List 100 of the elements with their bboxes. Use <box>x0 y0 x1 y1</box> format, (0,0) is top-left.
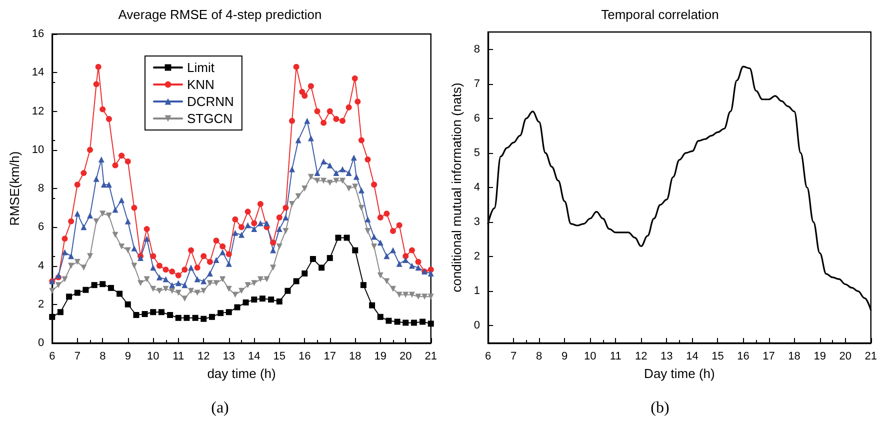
point <box>344 234 350 241</box>
x-tick-label: 19 <box>374 350 387 362</box>
point <box>82 286 89 293</box>
x-tick-label: 20 <box>400 350 412 362</box>
legend-label: DCRNN <box>187 94 234 109</box>
point <box>142 311 148 318</box>
point <box>284 288 291 294</box>
y-tick-label: 4 <box>38 260 44 272</box>
y-tick-label: 2 <box>474 250 480 263</box>
x-tick-label: 21 <box>864 350 878 362</box>
x-tick-label: 15 <box>273 350 286 362</box>
point <box>420 318 426 325</box>
x-tick-label: 10 <box>584 350 596 362</box>
point <box>91 282 98 288</box>
y-tick-label: 6 <box>38 221 44 234</box>
point <box>377 314 384 320</box>
point <box>234 304 240 310</box>
point <box>251 296 258 303</box>
legend-label: KNN <box>187 77 214 92</box>
x-tick-label: 15 <box>712 350 724 362</box>
point <box>352 247 358 254</box>
point <box>318 264 325 271</box>
point <box>259 296 266 302</box>
x-axis-title: Day time (h) <box>644 366 715 381</box>
point <box>335 234 342 241</box>
point <box>49 314 56 320</box>
y-tick-label: 4 <box>474 182 480 194</box>
point <box>326 255 333 262</box>
x-tick-label: 11 <box>610 350 622 362</box>
y-tick-label: 3 <box>474 216 480 228</box>
y-tick-label: 0 <box>474 320 480 332</box>
point <box>124 301 131 308</box>
point <box>66 294 72 300</box>
y-tick-label: 5 <box>474 146 480 159</box>
y-tick-label: 0 <box>38 337 44 349</box>
chart-title: Temporal correlation <box>601 7 719 22</box>
y-tick-label: 12 <box>32 105 44 118</box>
point <box>192 314 198 321</box>
point <box>150 309 156 316</box>
x-tick-label: 13 <box>660 350 673 362</box>
point <box>218 310 224 316</box>
y-tick-label: 8 <box>38 182 44 194</box>
legend-label: STGCN <box>187 111 232 126</box>
y-tick-label: 14 <box>32 66 44 79</box>
x-tick-label: 6 <box>484 350 492 362</box>
point <box>302 270 308 276</box>
point <box>133 312 140 318</box>
point <box>167 312 174 318</box>
point <box>116 290 123 297</box>
point <box>428 320 434 327</box>
point <box>100 281 106 288</box>
point <box>410 320 417 326</box>
x-tick-label: 16 <box>298 350 311 362</box>
point <box>242 299 249 306</box>
point <box>184 314 190 321</box>
x-tick-label: 18 <box>788 350 800 362</box>
legend-label: Limit <box>187 60 215 75</box>
point <box>402 320 409 326</box>
text: (b) <box>650 400 670 416</box>
x-tick-label: 10 <box>147 350 160 362</box>
y-tick-label: 7 <box>474 78 480 90</box>
x-axis-title: day time (h) <box>207 366 276 381</box>
x-tick-label: 6 <box>49 350 56 362</box>
point <box>208 314 215 320</box>
y-tick-label: 16 <box>32 28 44 40</box>
x-tick-label: 18 <box>349 350 362 362</box>
x-tick-label: 13 <box>222 350 236 362</box>
point <box>200 316 207 322</box>
x-tick-label: 20 <box>839 350 852 362</box>
x-tick-label: 17 <box>762 350 775 362</box>
point <box>108 284 114 291</box>
x-tick-label: 17 <box>324 350 336 362</box>
chart-title: Average RMSE of 4-step prediction <box>118 7 322 22</box>
x-tick-label: 9 <box>562 350 568 362</box>
point <box>268 296 274 303</box>
text: (a) <box>211 400 229 416</box>
y-axis-title: conditional mutual information (nats) <box>448 82 464 292</box>
point <box>57 309 64 316</box>
y-tick-label: 10 <box>32 144 44 156</box>
x-tick-label: 11 <box>172 350 184 362</box>
x-tick-label: 19 <box>814 350 826 362</box>
point <box>74 290 80 296</box>
x-tick-label: 14 <box>686 350 698 362</box>
x-tick-label: 9 <box>124 350 131 362</box>
y-tick-label: 8 <box>474 43 480 56</box>
x-tick-label: 12 <box>198 350 210 362</box>
point <box>394 318 400 325</box>
point <box>360 282 366 288</box>
point <box>276 298 282 304</box>
x-tick-label: 12 <box>635 350 648 362</box>
x-tick-label: 14 <box>248 350 260 362</box>
point <box>293 278 300 284</box>
x-tick-label: 7 <box>74 350 80 362</box>
y-tick-label: 6 <box>474 112 480 124</box>
point <box>369 302 376 308</box>
y-tick-label: 1 <box>474 285 480 298</box>
point <box>175 314 182 321</box>
x-tick-label: 16 <box>737 350 750 362</box>
y-tick-label: 2 <box>38 298 44 310</box>
point <box>310 256 316 262</box>
